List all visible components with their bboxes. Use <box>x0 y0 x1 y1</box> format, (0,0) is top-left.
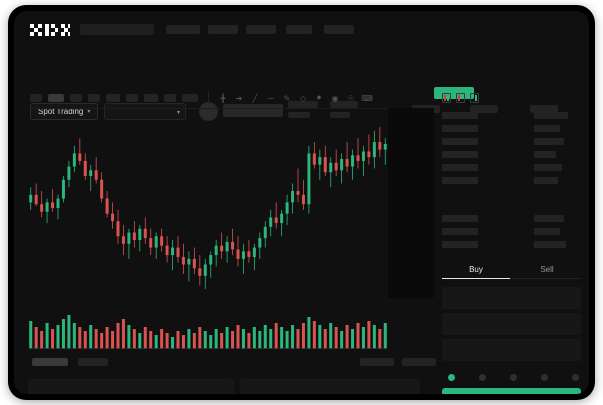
trading-mode-label: Spot Trading <box>38 106 84 116</box>
orderbook-bid-amount <box>534 228 560 235</box>
magnet-icon[interactable]: ⏺ <box>317 93 321 102</box>
order-total-field[interactable] <box>442 339 581 361</box>
orderbook-bid-amount <box>534 241 566 248</box>
nav-item-5[interactable] <box>324 25 354 34</box>
orderbook-trade-panel: Buy Sell <box>434 87 589 394</box>
tab-active-underline <box>442 278 510 279</box>
orderbook-sell-icon[interactable] <box>456 93 465 103</box>
orderbook-bid-price <box>442 215 478 222</box>
chart-tab-active[interactable] <box>32 358 68 366</box>
slider-dot-100[interactable] <box>572 374 579 381</box>
price-change-sub <box>330 112 350 118</box>
orderbook-view-toggles <box>442 93 479 103</box>
nav-item-4[interactable] <box>286 25 312 34</box>
pair-select[interactable]: ▾ <box>104 103 186 120</box>
orderbook-ask-amount <box>534 125 560 132</box>
arrow-icon[interactable]: ➜ <box>235 93 243 103</box>
pencil-icon[interactable]: ✎ <box>283 93 291 103</box>
orderbook-ask-amount <box>534 151 556 158</box>
nav-item-3[interactable] <box>246 25 276 34</box>
chevron-down-icon: ▾ <box>176 110 180 116</box>
slider-dot-75[interactable] <box>541 374 548 381</box>
stat-low-24h <box>470 105 498 113</box>
pair-info-bar: Spot Trading ▾ ▾ <box>14 51 589 121</box>
volume-svg <box>28 315 388 349</box>
timeframe-5[interactable] <box>106 94 120 102</box>
trade-side-tabs: Buy Sell <box>442 263 581 279</box>
nav-item-1[interactable] <box>166 25 200 34</box>
candlestick-chart[interactable] <box>28 113 388 303</box>
trash-icon[interactable]: ⌨ <box>361 93 373 103</box>
orderbook-ask-amount <box>534 164 562 171</box>
toolbar-divider <box>208 92 209 104</box>
tabs-baseline <box>442 278 581 279</box>
timeframe-7[interactable] <box>144 94 158 102</box>
app-screen: Spot Trading ▾ ▾ <box>14 11 589 394</box>
slider-dot-25[interactable] <box>479 374 486 381</box>
orderbook-ask-price <box>442 112 478 119</box>
orderbook-ask-amount <box>534 138 564 145</box>
slider-dot-0[interactable] <box>448 374 455 381</box>
orderbook-bid-price <box>442 241 478 248</box>
trendline-icon[interactable]: ╱ <box>252 93 258 103</box>
chart-right-overlay <box>388 108 434 298</box>
chart-toolbar: ╋ ➜ ╱ ∽ ✎ ◇ ⏺ ◉ ☉ ⌨ <box>28 91 388 105</box>
volume-chart <box>28 309 388 349</box>
nav-item-2[interactable] <box>208 25 238 34</box>
orderbook-buy-icon[interactable] <box>470 93 479 103</box>
orders-panel[interactable] <box>28 379 234 394</box>
last-price-sub <box>288 112 310 118</box>
orderbook-ask-price <box>442 138 478 145</box>
last-price-value <box>288 101 318 108</box>
chevron-down-icon: ▾ <box>87 108 91 115</box>
pair-name-label <box>223 104 283 117</box>
wave-icon[interactable]: ∽ <box>267 93 275 103</box>
chart-footer-action-2[interactable] <box>402 358 436 366</box>
crosshair-icon[interactable]: ╋ <box>220 93 226 103</box>
orderbook-ask-price <box>442 151 478 158</box>
stat-volume-24h <box>530 105 558 113</box>
eye-icon[interactable]: ◉ <box>331 93 339 103</box>
orderbook-ask-amount <box>534 177 558 184</box>
price-change-value <box>330 101 358 108</box>
orderbook-ask-price <box>442 164 478 171</box>
timeframe-6[interactable] <box>126 94 138 102</box>
positions-panel[interactable] <box>240 379 420 394</box>
toolbar-separator <box>28 108 388 109</box>
amount-slider[interactable] <box>448 374 579 382</box>
orderbook-ask-price <box>442 177 478 184</box>
order-price-field[interactable] <box>442 287 581 309</box>
lock-icon[interactable]: ☉ <box>347 93 355 103</box>
coin-avatar <box>199 102 218 121</box>
top-navigation-bar <box>14 11 589 45</box>
search-input[interactable] <box>80 24 154 35</box>
indicator-menu[interactable] <box>182 94 198 102</box>
tab-buy[interactable]: Buy <box>469 265 483 274</box>
chart-footer-action-1[interactable] <box>360 358 394 366</box>
timeframe-1[interactable] <box>30 94 42 102</box>
shapes-icon[interactable]: ◇ <box>299 93 307 103</box>
timeframe-8[interactable] <box>164 94 176 102</box>
candlestick-svg <box>29 127 387 289</box>
orderbook-bid-amount <box>534 215 564 222</box>
tab-sell[interactable]: Sell <box>540 265 554 274</box>
orderbook-both-icon[interactable] <box>442 93 451 103</box>
okx-logo-icon[interactable] <box>30 23 70 36</box>
orderbook-ask-amount <box>534 112 568 119</box>
orderbook-ask-price <box>442 125 478 132</box>
chart-tab-2[interactable] <box>78 358 108 366</box>
tablet-device-frame: Spot Trading ▾ ▾ <box>8 5 595 400</box>
order-amount-field[interactable] <box>442 313 581 335</box>
timeframe-4[interactable] <box>88 94 100 102</box>
place-buy-order-button[interactable] <box>442 388 581 394</box>
timeframe-2-active[interactable] <box>48 94 64 102</box>
timeframe-3[interactable] <box>70 94 82 102</box>
orderbook-bid-price <box>442 228 478 235</box>
trading-mode-selector[interactable]: Spot Trading ▾ <box>30 103 99 120</box>
slider-dot-50[interactable] <box>510 374 517 381</box>
